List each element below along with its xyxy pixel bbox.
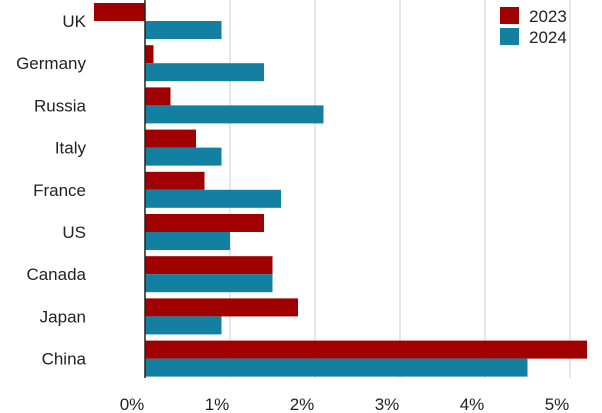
legend-swatch-2024 [500, 28, 519, 45]
category-label: Russia [34, 96, 87, 115]
category-label: UK [62, 12, 86, 31]
bar-2024-china [145, 358, 528, 377]
x-tick-label: 2% [290, 395, 315, 413]
bar-2024-uk [145, 21, 222, 39]
legend-label-2023: 2023 [529, 7, 567, 26]
category-label: Canada [26, 265, 86, 284]
category-label: Japan [40, 307, 86, 326]
bar-2024-italy [145, 147, 222, 166]
bar-2024-germany [145, 63, 264, 82]
x-tick-label: 3% [375, 395, 400, 413]
legend-label-2024: 2024 [529, 28, 567, 47]
bar-2024-canada [145, 274, 273, 293]
bar-2023-us [145, 214, 264, 232]
x-tick-label: 4% [460, 395, 485, 413]
bar-2024-russia [145, 105, 324, 124]
bar-2023-italy [145, 129, 196, 148]
category-label: Germany [16, 54, 86, 73]
tick-labels: 0% 1% 2% 3% 4% 5% [120, 395, 570, 413]
x-tick-label: 0% [120, 395, 145, 413]
bar-2023-japan [145, 298, 298, 317]
bar-2023-china [145, 340, 587, 359]
category-label: US [62, 223, 86, 242]
legend-swatch-2023 [500, 7, 519, 24]
bar-2023-germany [145, 45, 154, 64]
bar-2023-russia [145, 87, 171, 106]
category-labels: UK Germany Russia Italy France US Canada Japan C… [16, 12, 87, 369]
category-label: France [33, 181, 86, 200]
x-tick-label: 1% [205, 395, 230, 413]
bars [94, 3, 587, 377]
bar-2023-uk [94, 3, 145, 21]
bar-2024-us [145, 232, 230, 250]
bar-2023-france [145, 171, 205, 190]
legend: 2023 2024 [500, 7, 567, 47]
category-label: China [42, 350, 87, 369]
bar-2023-canada [145, 256, 273, 275]
bar-2024-france [145, 189, 281, 208]
bar-2024-japan [145, 316, 222, 335]
category-label: Italy [55, 139, 87, 158]
x-tick-label: 5% [545, 395, 570, 413]
gridlines [229, 0, 571, 378]
